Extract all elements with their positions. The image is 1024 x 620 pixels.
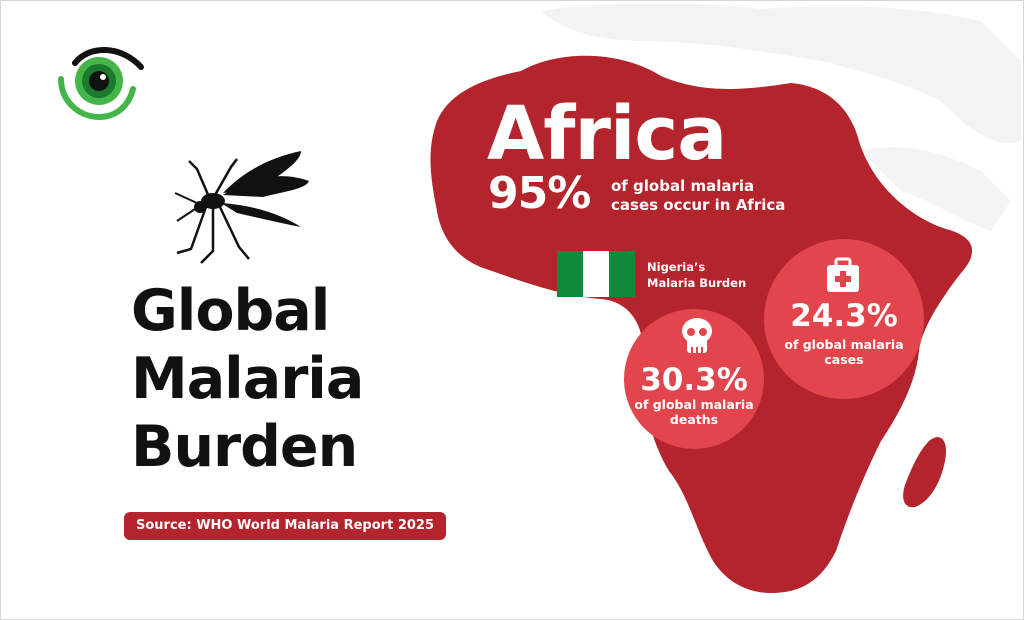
nigeria-label-line1: Nigeria’s	[647, 260, 706, 274]
headline-line-1: Global	[131, 278, 330, 344]
africa-share-desc-line1: of global malaria	[611, 177, 755, 195]
background-world-map	[541, 3, 1021, 143]
nigeria-label-line2: Malaria Burden	[647, 276, 747, 290]
deaths-percent: 30.3%	[640, 362, 748, 398]
africa-share-percent: 95%	[488, 168, 591, 219]
mosquito-icon	[174, 151, 309, 264]
headline-line-3: Burden	[131, 414, 358, 480]
deaths-desc-line2: deaths	[669, 412, 719, 427]
skull-icon	[682, 318, 712, 353]
madagascar	[903, 437, 947, 508]
africa-share-description: of global malaria cases occur in Africa	[611, 177, 785, 215]
deaths-desc-line1: of global malaria	[634, 397, 754, 412]
africa-share-desc-line2: cases occur in Africa	[611, 196, 786, 214]
nigeria-flag-icon	[557, 251, 635, 297]
cases-desc-line2: cases	[824, 352, 864, 367]
nigeria-label: Nigeria’s Malaria Burden	[647, 259, 746, 291]
cases-percent: 24.3%	[790, 298, 898, 334]
headline-line-2: Malaria	[131, 346, 364, 412]
cases-circle	[764, 239, 924, 399]
deaths-circle	[624, 309, 764, 449]
africa-title: Africa	[487, 91, 727, 177]
source-badge: Source: WHO World Malaria Report 2025	[124, 512, 446, 540]
eye-logo-icon	[58, 47, 144, 121]
cases-description: of global malaria cases	[774, 337, 914, 367]
cases-desc-line1: of global malaria	[784, 337, 904, 352]
deaths-description: of global malaria deaths	[624, 397, 764, 427]
medical-kit-icon	[827, 257, 859, 292]
